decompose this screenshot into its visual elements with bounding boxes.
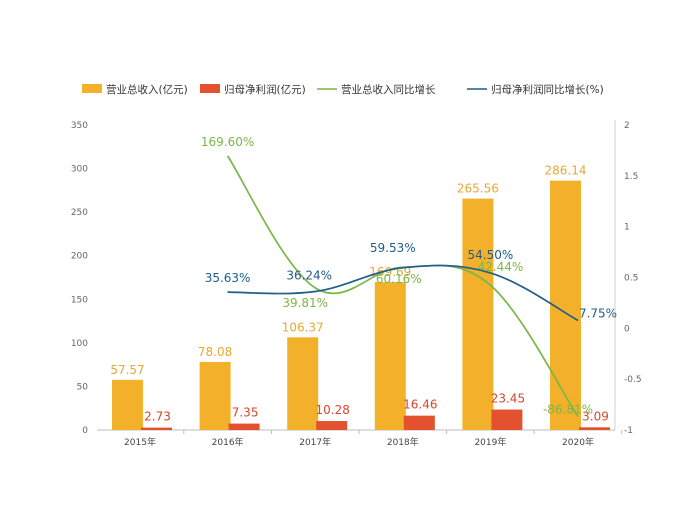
net-profit-growth-label: 7.75% (579, 306, 617, 320)
x-tick-label: 2019年 (474, 436, 506, 448)
net-profit-growth-label: 54.50% (468, 248, 514, 262)
net-profit-bar (579, 427, 610, 430)
right-tick-label: 1 (624, 223, 630, 233)
revenue-bar-label: 286.14 (545, 164, 587, 178)
left-tick-label: 250 (71, 208, 88, 218)
right-tick-label: 2 (624, 121, 630, 131)
net-profit-growth-line (227, 264, 579, 322)
x-tick-label: 2018年 (387, 436, 419, 448)
net-profit-growth-label: 35.63% (205, 271, 251, 285)
legend-swatch-0 (82, 84, 102, 93)
revenue-growth-label: 169.60% (201, 135, 254, 149)
revenue-bar (462, 198, 494, 430)
net-profit-growth-label: 36.24% (286, 268, 332, 282)
right-tick-label: 0 (624, 324, 630, 334)
net-profit-bar-label: 3.09 (582, 409, 609, 423)
net-profit-bar (141, 427, 172, 430)
legend-label-2: 营业总收入同比增长 (341, 83, 436, 96)
revenue-bar-label: 57.57 (110, 363, 144, 377)
net-profit-bar (491, 409, 523, 430)
net-profit-bar-label: 16.46 (403, 398, 437, 412)
revenue-growth-label: -86.81% (543, 403, 593, 417)
net-profit-bar-label: 7.35 (232, 406, 259, 420)
x-tick-label: 2017年 (299, 436, 331, 448)
revenue-bar (550, 180, 581, 430)
legend-swatch-1 (200, 84, 220, 93)
legend-label-3: 归母净利润同比增长(%) (491, 83, 604, 96)
net-profit-bar-label: 2.73 (144, 410, 171, 424)
x-tick-label: 2016年 (212, 436, 244, 448)
legend-label-1: 归母净利润(亿元) (224, 83, 306, 96)
left-tick-label: 200 (71, 252, 88, 262)
net-profit-bar (228, 423, 260, 430)
net-profit-bar (316, 421, 348, 430)
right-tick-label: 0.5 (624, 274, 638, 284)
left-tick-label: 300 (71, 165, 88, 175)
revenue-growth-label: 39.81% (282, 296, 328, 310)
revenue-growth-label: 42.44% (478, 260, 524, 274)
x-tick-label: 2020年 (562, 436, 594, 448)
right-tick-label: 1.5 (624, 172, 638, 182)
net-profit-bar-label: 10.28 (316, 403, 350, 417)
legend-label-0: 营业总收入(亿元) (106, 83, 188, 96)
net-profit-bar (403, 415, 435, 430)
left-tick-label: 150 (71, 295, 88, 305)
revenue-bar (112, 379, 143, 430)
revenue-growth-label: 60.16% (376, 272, 422, 286)
revenue-bar (287, 337, 319, 430)
left-tick-label: 350 (71, 121, 88, 131)
revenue-bar (199, 361, 231, 430)
revenue-bar-label: 106.37 (282, 320, 324, 334)
revenue-bar-label: 78.08 (198, 345, 232, 359)
revenue-bar-label: 265.56 (457, 182, 499, 196)
net-profit-growth-label: 59.53% (370, 241, 416, 255)
x-tick-label: 2015年 (124, 436, 156, 448)
right-tick-label: -1 (624, 426, 633, 436)
left-tick-label: 0 (82, 426, 88, 436)
revenue-bar (374, 282, 406, 430)
left-tick-label: 50 (77, 382, 89, 392)
right-tick-label: -0.5 (624, 375, 642, 385)
left-tick-label: 100 (71, 339, 88, 349)
net-profit-bar-label: 23.45 (491, 392, 525, 406)
